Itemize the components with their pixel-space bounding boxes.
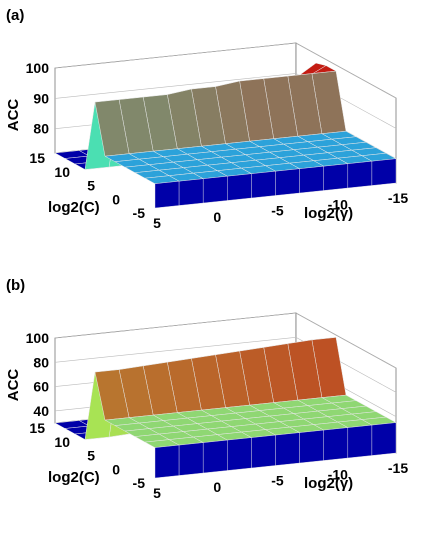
z-tick-label: 60 [33, 379, 49, 395]
y-tick-label: 10 [54, 164, 70, 180]
surface-skirt [347, 160, 373, 189]
x-tick-label: 0 [213, 209, 221, 225]
y-tick-label: 10 [54, 434, 70, 450]
grid-line [54, 312, 397, 369]
z-axis-label: ACC [5, 99, 22, 132]
grid-line [54, 42, 397, 99]
surface [54, 62, 397, 209]
y-tick-label: 5 [87, 448, 95, 464]
surface-skirt [227, 173, 252, 201]
surface-plot-a-svg: 100 90 80 15 10 5 0 -5 5 0 -5 -10 -15 ACC log2(C) log2(… [5, 7, 409, 231]
y-tick-label: 5 [87, 178, 95, 194]
tick-labels: 100 90 80 15 10 5 0 -5 5 0 -5 -10 -15 [26, 60, 409, 231]
x-tick-label: -15 [388, 190, 408, 206]
y-tick-label: -5 [133, 475, 146, 491]
z-axis-label: ACC [5, 369, 22, 402]
y-axis-label: log2(C) [48, 199, 100, 216]
surface-skirt [299, 165, 324, 194]
x-tick-label: 0 [213, 479, 221, 495]
y-tick-label: 15 [29, 420, 45, 436]
surface-plot-a: 100 90 80 15 10 5 0 -5 5 0 -5 -10 -15 ACC log2(C) log2(… [0, 0, 432, 269]
x-tick-label: -15 [388, 460, 408, 476]
y-tick-label: -5 [133, 205, 146, 221]
y-tick-label: 0 [112, 461, 120, 477]
surface-skirt [178, 178, 204, 206]
surface-skirt [371, 158, 397, 186]
x-tick-label: -10 [328, 466, 348, 482]
surface-skirt [154, 180, 180, 209]
surface-skirt [275, 432, 300, 466]
surface-skirt [154, 444, 180, 479]
z-tick-label: 80 [33, 354, 49, 370]
surface-skirt [202, 439, 228, 474]
surface-skirt [323, 427, 348, 461]
surface-skirt [251, 170, 276, 199]
surface-skirt [178, 442, 204, 476]
x-tick-label: 5 [153, 215, 161, 231]
z-tick-label: 80 [33, 121, 49, 137]
x-tick-label: 5 [153, 485, 161, 501]
x-tick-label: -5 [271, 473, 284, 489]
surface-skirt [275, 168, 300, 196]
surface-skirt [251, 434, 276, 469]
z-tick-label: 40 [33, 403, 49, 419]
surface-skirt [323, 163, 348, 191]
panel-label: (a) [6, 7, 24, 24]
y-tick-label: 0 [112, 191, 120, 207]
x-axis-label: log2(γ) [304, 475, 353, 492]
surface-skirt [347, 424, 373, 459]
surface-skirt [227, 437, 252, 471]
z-tick-label: 100 [26, 60, 50, 76]
x-tick-label: -5 [271, 203, 284, 219]
x-axis-label: log2(γ) [304, 205, 353, 222]
grid-line [54, 336, 397, 393]
surface-skirt [299, 429, 324, 464]
surface-plot-b: 100 80 60 40 15 10 5 0 -5 5 0 -5 -10 -15 ACC log2(C) log… [0, 270, 432, 539]
y-axis-label: log2(C) [48, 469, 100, 486]
surface-skirt [371, 422, 397, 456]
surface [54, 337, 397, 479]
y-tick-label: 15 [29, 150, 45, 166]
panel-label: (b) [6, 277, 25, 294]
z-tick-label: 90 [33, 90, 49, 106]
grid-line [54, 73, 397, 129]
z-tick-label: 100 [26, 330, 50, 346]
surface-skirt [202, 175, 228, 204]
x-tick-label: -10 [328, 196, 348, 212]
